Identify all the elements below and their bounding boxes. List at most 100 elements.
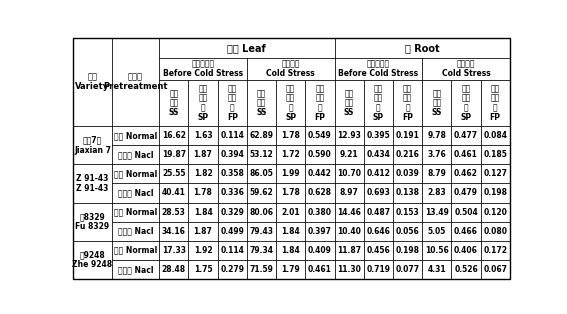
- Text: 正常 Normal: 正常 Normal: [114, 208, 157, 217]
- Text: 2.01: 2.01: [281, 208, 300, 217]
- Bar: [188, 80, 218, 126]
- Bar: [218, 203, 247, 222]
- Bar: [218, 241, 247, 260]
- Bar: [305, 203, 335, 222]
- Text: 0.628: 0.628: [308, 188, 332, 198]
- Bar: [159, 145, 188, 164]
- Text: 0.397: 0.397: [308, 227, 332, 236]
- Bar: [112, 38, 159, 126]
- Text: 0.526: 0.526: [454, 265, 478, 274]
- Bar: [451, 222, 481, 241]
- Bar: [159, 260, 188, 279]
- Bar: [276, 203, 305, 222]
- Text: 根 Root: 根 Root: [405, 43, 439, 53]
- Text: 79.34: 79.34: [249, 246, 273, 255]
- Bar: [481, 126, 510, 145]
- Text: 0.358: 0.358: [221, 169, 244, 178]
- Bar: [422, 126, 451, 145]
- Bar: [393, 126, 422, 145]
- Text: 0.279: 0.279: [220, 265, 244, 274]
- Bar: [247, 145, 276, 164]
- Bar: [218, 222, 247, 241]
- Text: Z 91-43
Z 91-43: Z 91-43 Z 91-43: [76, 174, 109, 193]
- Bar: [451, 241, 481, 260]
- Bar: [188, 260, 218, 279]
- Bar: [422, 222, 451, 241]
- Text: 游离
脯氨
酸
FP: 游离 脯氨 酸 FP: [227, 84, 238, 122]
- Bar: [188, 222, 218, 241]
- Text: 0.084: 0.084: [483, 131, 507, 140]
- Text: 0.434: 0.434: [366, 150, 390, 159]
- Bar: [218, 145, 247, 164]
- Text: 0.461: 0.461: [454, 150, 478, 159]
- Text: 低温胁迫
Cold Stress: 低温胁迫 Cold Stress: [266, 60, 315, 78]
- Bar: [305, 126, 335, 145]
- Bar: [481, 80, 510, 126]
- Bar: [276, 126, 305, 145]
- Text: 0.216: 0.216: [396, 150, 420, 159]
- Text: 11.87: 11.87: [337, 246, 361, 255]
- Bar: [159, 126, 188, 145]
- Text: 0.409: 0.409: [308, 246, 332, 255]
- Bar: [159, 164, 188, 183]
- Bar: [335, 241, 364, 260]
- Bar: [451, 203, 481, 222]
- Text: 氯化钠 Nacl: 氯化钠 Nacl: [118, 265, 153, 274]
- Bar: [276, 145, 305, 164]
- Bar: [73, 203, 112, 241]
- Bar: [422, 260, 451, 279]
- Bar: [422, 241, 451, 260]
- Text: 59.62: 59.62: [249, 188, 273, 198]
- Text: 游离
脯氨
酸
FP: 游离 脯氨 酸 FP: [315, 84, 325, 122]
- Bar: [393, 203, 422, 222]
- Bar: [247, 222, 276, 241]
- Bar: [73, 126, 112, 164]
- Text: 0.462: 0.462: [454, 169, 478, 178]
- Text: 0.114: 0.114: [221, 131, 244, 140]
- Text: 0.191: 0.191: [396, 131, 420, 140]
- Bar: [364, 126, 393, 145]
- Bar: [112, 203, 159, 222]
- Text: 正常 Normal: 正常 Normal: [114, 169, 157, 178]
- Bar: [481, 222, 510, 241]
- Bar: [481, 164, 510, 183]
- Bar: [188, 183, 218, 203]
- Bar: [364, 164, 393, 183]
- Text: 0.198: 0.198: [483, 188, 507, 198]
- Bar: [218, 164, 247, 183]
- Bar: [364, 80, 393, 126]
- Bar: [422, 57, 510, 80]
- Text: 1.99: 1.99: [281, 169, 300, 178]
- Bar: [481, 145, 510, 164]
- Text: 0.127: 0.127: [483, 169, 507, 178]
- Text: 10.56: 10.56: [425, 246, 448, 255]
- Bar: [451, 80, 481, 126]
- Bar: [305, 80, 335, 126]
- Bar: [451, 260, 481, 279]
- Text: 0.067: 0.067: [483, 265, 507, 274]
- Text: 1.92: 1.92: [194, 246, 213, 255]
- Bar: [393, 145, 422, 164]
- Bar: [276, 260, 305, 279]
- Bar: [451, 126, 481, 145]
- Bar: [73, 38, 112, 126]
- Text: 预处理
Pretreatment: 预处理 Pretreatment: [103, 73, 168, 91]
- Text: 可溶
性蛋
白
SP: 可溶 性蛋 白 SP: [285, 84, 297, 122]
- Text: 1.78: 1.78: [281, 188, 300, 198]
- Bar: [335, 164, 364, 183]
- Text: 28.53: 28.53: [162, 208, 186, 217]
- Text: 28.48: 28.48: [162, 265, 186, 274]
- Text: 0.336: 0.336: [221, 188, 244, 198]
- Bar: [112, 145, 159, 164]
- Bar: [159, 38, 335, 57]
- Bar: [335, 183, 364, 203]
- Bar: [481, 260, 510, 279]
- Bar: [305, 145, 335, 164]
- Bar: [305, 260, 335, 279]
- Text: 0.412: 0.412: [366, 169, 390, 178]
- Text: 17.33: 17.33: [162, 246, 186, 255]
- Text: 0.719: 0.719: [366, 265, 390, 274]
- Bar: [364, 241, 393, 260]
- Bar: [188, 164, 218, 183]
- Bar: [159, 80, 188, 126]
